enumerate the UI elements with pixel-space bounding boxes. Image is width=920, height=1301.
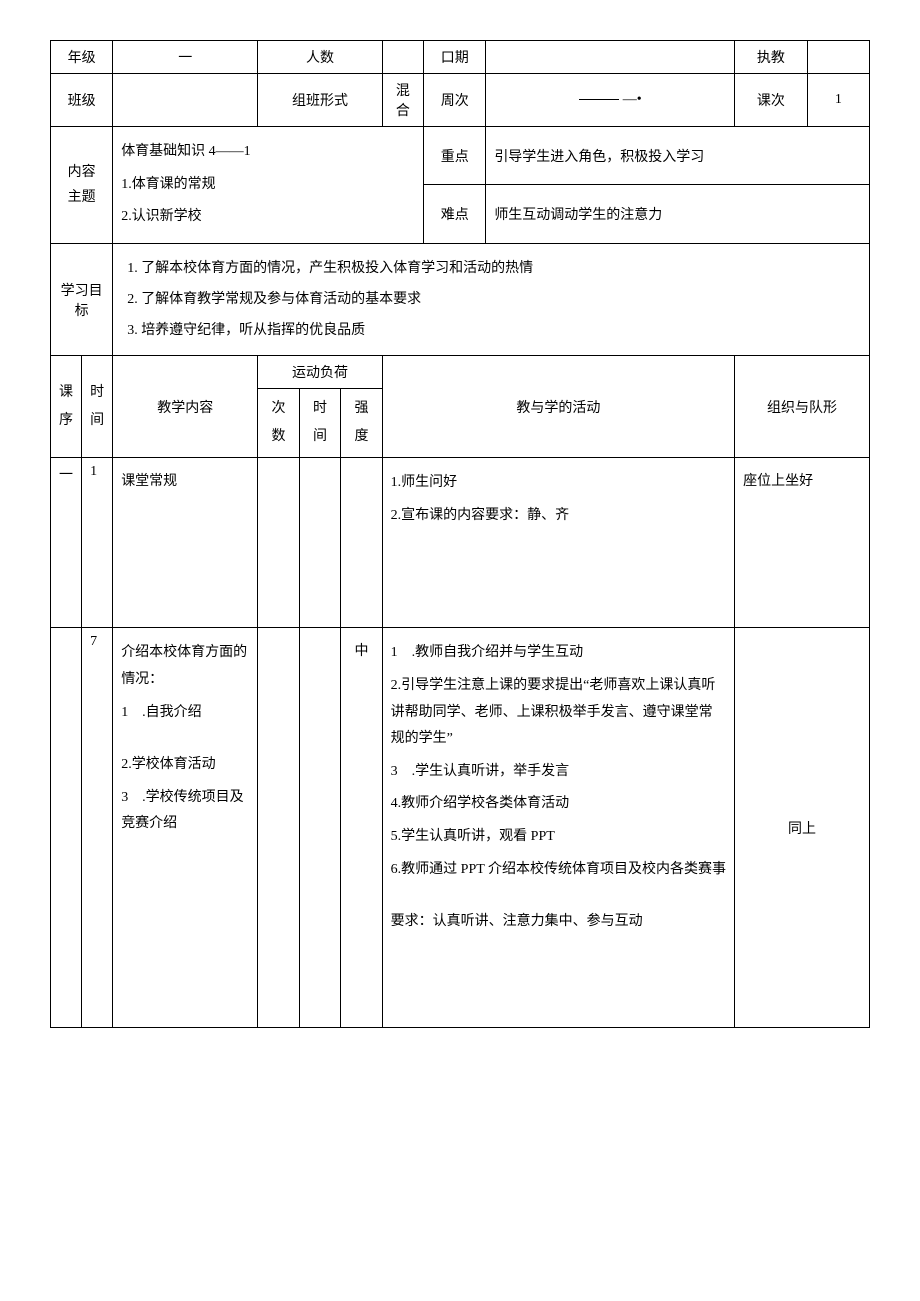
class-value [113, 74, 258, 127]
col-load-intensity: 强度 [341, 389, 382, 458]
grade-value: 一 [113, 41, 258, 74]
cell-formation: 座位上坐好 [735, 458, 870, 628]
topic-content: 体育基础知识 4——1 1.体育课的常规 2.认识新学校 [113, 127, 424, 244]
cell-count [258, 458, 299, 628]
goals-row: 学习目标 了解本校体育方面的情况，产生积极投入体育学习和活动的热情 了解体育教学… [51, 243, 870, 356]
form-label: 组班形式 [258, 74, 382, 127]
teacher-label: 执教 [735, 41, 808, 74]
lesson-plan-table: 年级 一 人数 口期 执教 班级 组班形式 混合 周次 —• 课次 1 内容主题… [50, 40, 870, 1028]
header-row-2: 班级 组班形式 混合 周次 —• 课次 1 [51, 74, 870, 127]
count-value [382, 41, 423, 74]
form-value: 混合 [382, 74, 423, 127]
teacher-value [807, 41, 869, 74]
lesson-plan-document: 年级 一 人数 口期 执教 班级 组班形式 混合 周次 —• 课次 1 内容主题… [50, 40, 870, 1028]
cell-intensity [341, 458, 382, 628]
cell-content: 介绍本校体育方面的情况： 1 .自我介绍 2.学校体育活动 3 .学校传统项目及… [113, 628, 258, 1028]
cell-activity: 1 .教师自我介绍并与学生互动 2.引导学生注意上课的要求提出“老师喜欢上课认真… [382, 628, 734, 1028]
class-label: 班级 [51, 74, 113, 127]
grade-label: 年级 [51, 41, 113, 74]
table-row: 7 介绍本校体育方面的情况： 1 .自我介绍 2.学校体育活动 3 .学校传统项… [51, 628, 870, 1028]
difficulty-label: 难点 [424, 185, 486, 243]
cell-time: 7 [82, 628, 113, 1028]
section-header-row: 课序 时间 教学内容 运动负荷 教与学的活动 组织与队形 [51, 356, 870, 389]
col-activity: 教与学的活动 [382, 356, 734, 458]
cell-content: 课堂常规 [113, 458, 258, 628]
cell-formation: 同上 [735, 628, 870, 1028]
col-time: 时间 [82, 356, 113, 458]
week-label: 周次 [424, 74, 486, 127]
cell-ltime [299, 628, 340, 1028]
lesson-value: 1 [807, 74, 869, 127]
cell-activity: 1.师生问好 2.宣布课的内容要求：静、齐 [382, 458, 734, 628]
col-formation: 组织与队形 [735, 356, 870, 458]
col-content: 教学内容 [113, 356, 258, 458]
col-load-time: 时间 [299, 389, 340, 458]
cell-count [258, 628, 299, 1028]
week-value: —• [486, 74, 735, 127]
cell-intensity: 中 [341, 628, 382, 1028]
difficulty-value: 师生互动调动学生的注意力 [486, 185, 870, 243]
header-row-1: 年级 一 人数 口期 执教 [51, 41, 870, 74]
count-label: 人数 [258, 41, 382, 74]
lesson-label: 课次 [735, 74, 808, 127]
cell-ltime [299, 458, 340, 628]
focus-value: 引导学生进入角色，积极投入学习 [486, 127, 870, 185]
cell-seq [51, 628, 82, 1028]
goals-content: 了解本校体育方面的情况，产生积极投入体育学习和活动的热情 了解体育教学常规及参与… [113, 243, 870, 356]
goal-item: 培养遵守纪律，听从指挥的优良品质 [141, 318, 861, 343]
col-load-count: 次数 [258, 389, 299, 458]
goals-label: 学习目标 [51, 243, 113, 356]
topic-label: 内容主题 [51, 127, 113, 244]
date-label: 口期 [424, 41, 486, 74]
cell-seq: 一 [51, 458, 82, 628]
focus-label: 重点 [424, 127, 486, 185]
col-seq: 课序 [51, 356, 82, 458]
col-load: 运动负荷 [258, 356, 382, 389]
date-value [486, 41, 735, 74]
topic-row-1: 内容主题 体育基础知识 4——1 1.体育课的常规 2.认识新学校 重点 引导学… [51, 127, 870, 185]
table-row: 一 1 课堂常规 1.师生问好 2.宣布课的内容要求：静、齐 座位上坐好 [51, 458, 870, 628]
goal-item: 了解本校体育方面的情况，产生积极投入体育学习和活动的热情 [141, 256, 861, 281]
goal-item: 了解体育教学常规及参与体育活动的基本要求 [141, 287, 861, 312]
cell-time: 1 [82, 458, 113, 628]
